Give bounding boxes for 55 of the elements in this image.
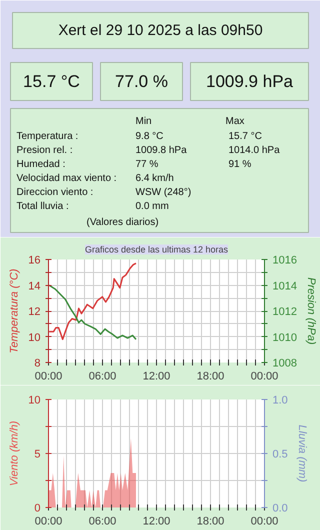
x-tick-label: 00:00: [34, 516, 62, 528]
text: Total lluvia :: [16, 201, 69, 212]
text: Min: [136, 116, 152, 127]
text: Presion rel. :: [16, 145, 73, 156]
line-series: [48, 262, 137, 340]
y-tick-label: 14: [28, 280, 41, 292]
y2-axis-title: Lluvia (mm): [296, 424, 308, 483]
text: 1009.9 hPa: [206, 72, 294, 91]
y-tick-label: 10: [28, 332, 41, 344]
y2-tick-label: 1012: [272, 306, 297, 318]
y2-tick-label: 0.5: [272, 448, 288, 460]
line-series: [48, 284, 137, 340]
x-tick-label: 06:00: [88, 516, 116, 528]
y-tick-label: 8: [34, 358, 41, 370]
y-axis-title: Temperatura (°C): [8, 268, 20, 354]
text: (Valores diarios): [86, 217, 159, 228]
text: WSW (248°): [136, 187, 192, 198]
y-tick-label: 5: [34, 448, 41, 460]
y2-tick-label: 1010: [272, 332, 297, 344]
x-tick-label: 00:00: [250, 516, 278, 528]
text: 1014.0 hPa: [228, 145, 280, 156]
y2-tick-label: 1014: [272, 280, 297, 292]
y2-tick-label: 1.0: [272, 394, 288, 406]
x-tick-label: 18:00: [196, 370, 224, 382]
y-axis-title: Viento (km/h): [8, 420, 20, 486]
text: 77 %: [136, 159, 158, 170]
x-tick-label: 06:00: [88, 370, 116, 382]
text: Temperatura :: [16, 131, 78, 142]
text: Max: [226, 116, 244, 127]
text: 15.7 °C: [23, 72, 80, 91]
y2-tick-label: 0.0: [272, 502, 288, 514]
chart-title: Graficos desde las ultimas 12 horas: [84, 244, 229, 254]
text: 1009.8 hPa: [136, 145, 188, 156]
y-tick-label: 0: [34, 502, 41, 514]
text: 9.8 °C: [136, 131, 164, 142]
text: 77.0 %: [115, 72, 168, 91]
y-tick-label: 10: [28, 394, 41, 406]
text: 91 %: [228, 159, 252, 170]
y-tick-label: 16: [28, 254, 41, 266]
text: 6.4 km/h: [136, 173, 174, 184]
y2-axis-title: Presion (hPa): [304, 277, 317, 345]
x-tick-label: 12:00: [142, 516, 170, 528]
y2-tick-label: 1008: [272, 358, 297, 370]
text: Direccion viento :: [16, 187, 94, 198]
text: Xert el 29 10 2025 a las 09h50: [58, 22, 263, 39]
x-tick-label: 00:00: [250, 370, 278, 382]
x-tick-label: 18:00: [196, 516, 224, 528]
y-tick-label: 12: [28, 306, 41, 318]
x-tick-label: 00:00: [34, 370, 62, 382]
text: 0.0 mm: [136, 201, 169, 212]
y2-tick-label: 1016: [272, 254, 297, 266]
text: Velocidad max viento :: [16, 173, 117, 184]
text: 15.7 °C: [228, 131, 262, 142]
text: Humedad :: [16, 159, 66, 170]
x-tick-label: 12:00: [142, 370, 170, 382]
